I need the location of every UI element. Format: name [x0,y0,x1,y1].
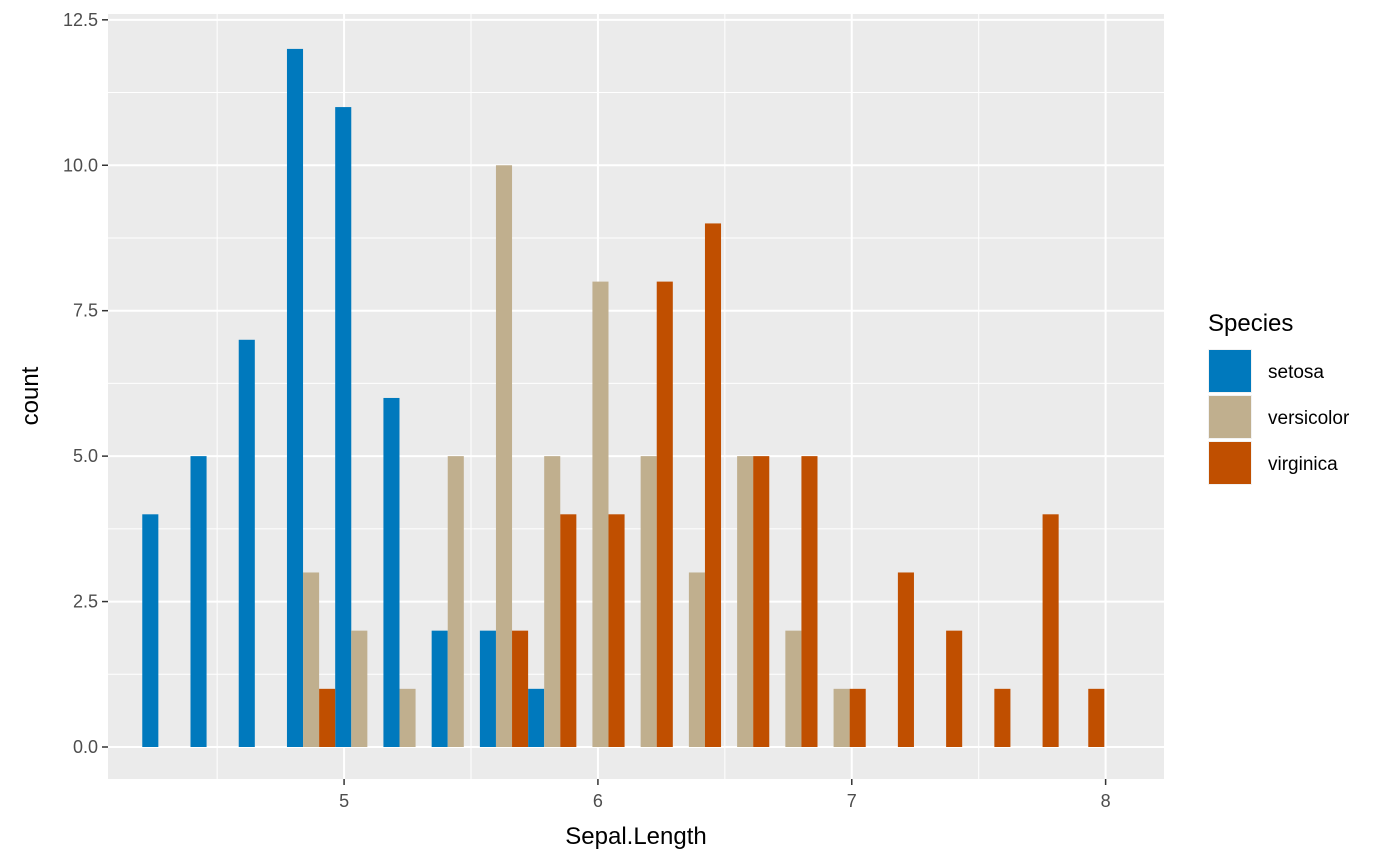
bar-versicolor [544,456,561,748]
bar-setosa [479,630,496,748]
y-tick-label: 7.5 [73,301,98,321]
x-tick-label: 8 [1101,791,1111,811]
y-axis: 0.0 2.5 5.0 7.5 10.0 12.5 [63,10,108,757]
legend-swatch-setosa [1209,350,1251,392]
y-axis-title: count [17,366,44,425]
bar-setosa [286,48,304,748]
panel-background [108,14,1164,779]
bar-setosa [142,514,159,748]
y-tick-label: 12.5 [63,10,98,30]
bar-virginica [608,514,625,748]
legend-label-setosa: setosa [1268,362,1324,383]
bar-setosa [335,107,352,748]
legend-items: setosa versicolor virginica [1208,349,1350,485]
legend: Species setosa versicolor virginica [1208,310,1350,485]
y-tick-label: 5.0 [73,446,98,466]
bar-versicolor [592,281,609,748]
x-tick-label: 7 [847,791,857,811]
bar-virginica [319,688,336,748]
legend-label-versicolor: versicolor [1268,408,1350,429]
bar-virginica [512,630,529,748]
bar-versicolor [495,165,513,748]
bar-setosa [383,397,400,748]
y-tick-label: 0.0 [73,737,98,757]
x-tick-label: 5 [339,791,349,811]
grid-minor [108,14,1164,779]
y-tick-label: 10.0 [63,155,98,175]
bar-virginica [1088,688,1105,748]
bar-setosa [528,688,545,748]
bar-versicolor [351,630,368,748]
bar-virginica [994,688,1011,748]
bar-virginica [849,688,866,748]
bar-virginica [656,281,673,748]
bar-versicolor [303,572,320,748]
x-axis: 5 6 7 8 [339,779,1111,811]
bar-versicolor [833,688,850,748]
bar-versicolor [447,456,464,748]
bar-versicolor [399,688,416,748]
bar-setosa [431,630,448,748]
legend-title: Species [1208,310,1293,337]
legend-label-virginica: virginica [1268,454,1338,475]
bar-virginica [560,514,577,748]
bar-versicolor [640,456,657,748]
bar-setosa [238,339,255,748]
bar-versicolor [688,572,705,748]
bar-virginica [801,456,818,748]
bar-virginica [753,456,770,748]
bar-virginica [946,630,963,748]
x-tick-label: 6 [593,791,603,811]
bar-virginica [704,223,722,748]
legend-swatch-virginica [1209,442,1251,484]
bar-virginica [1042,514,1059,748]
bars [142,48,1105,748]
legend-swatch-versicolor [1209,396,1251,438]
bar-versicolor [785,630,802,748]
bar-versicolor [737,456,754,748]
x-axis-title: Sepal.Length [565,823,706,850]
bar-virginica [897,572,914,748]
bar-setosa [190,456,207,748]
y-tick-label: 2.5 [73,592,98,612]
